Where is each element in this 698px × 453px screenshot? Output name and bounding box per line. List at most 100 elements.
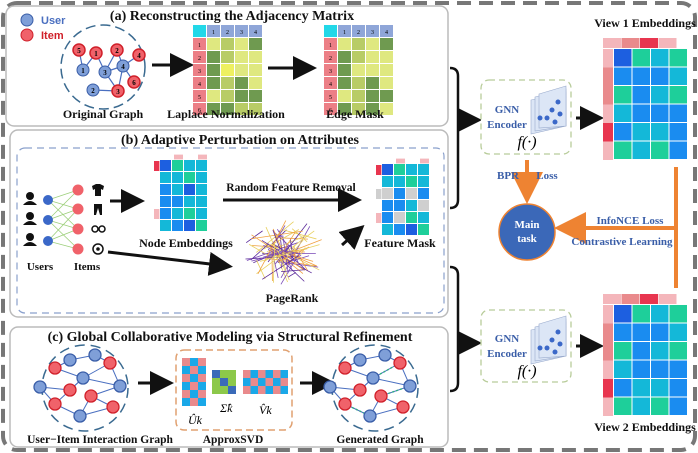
item-node-number: 3 bbox=[116, 88, 120, 96]
network-node-icon bbox=[557, 111, 563, 117]
node-embeddings-label: Node Embeddings bbox=[139, 236, 233, 250]
row-header-cell bbox=[193, 51, 206, 63]
header-cell bbox=[198, 154, 207, 160]
matrix-cell bbox=[184, 184, 195, 195]
user-icon bbox=[26, 192, 34, 200]
matrix-cell bbox=[184, 208, 195, 219]
panel-b bbox=[9, 129, 449, 318]
column-header-cell bbox=[207, 25, 220, 37]
pagerank-edge bbox=[282, 232, 296, 252]
row-header: 6 bbox=[329, 108, 332, 114]
original-graph: 1 2 3 4 1 2 3 4 5 6 bbox=[60, 24, 146, 110]
matrix-cell bbox=[366, 51, 379, 63]
column-header: 3 bbox=[371, 30, 374, 36]
user-node bbox=[43, 236, 53, 246]
pagerank-edge bbox=[290, 238, 293, 256]
matrix-cell bbox=[382, 224, 393, 235]
view-header-cell bbox=[621, 294, 640, 304]
matrix-cell bbox=[380, 77, 393, 89]
u-cell bbox=[190, 358, 198, 366]
matrix-cell bbox=[196, 160, 207, 171]
header-cell bbox=[174, 154, 183, 160]
column-header-cell bbox=[352, 25, 365, 37]
view-header-cell bbox=[640, 294, 658, 304]
matrix-cell bbox=[418, 176, 429, 187]
sigma-cell bbox=[220, 370, 228, 378]
matrix-cell bbox=[614, 379, 632, 397]
column-header: 4 bbox=[254, 30, 257, 36]
user-node bbox=[116, 59, 130, 73]
encoder-label: GNN bbox=[495, 104, 520, 116]
corner-cell bbox=[193, 25, 206, 37]
item-node bbox=[110, 43, 124, 57]
item-node bbox=[338, 361, 352, 375]
bpr-label: BPR bbox=[497, 170, 520, 182]
matrix-cell bbox=[196, 172, 207, 183]
matrix-cell bbox=[160, 196, 171, 207]
matrix-cell bbox=[651, 67, 669, 85]
user-icon bbox=[23, 201, 37, 205]
generated-graph bbox=[323, 344, 419, 432]
matrix-cell bbox=[394, 200, 405, 211]
matrix-cell bbox=[632, 141, 650, 159]
gnn-encoder-1: GNN Encoder f(·) bbox=[480, 79, 572, 155]
matrix-cell bbox=[352, 103, 365, 115]
feature-mask-label: Feature Mask bbox=[364, 236, 436, 250]
u-cell bbox=[190, 366, 198, 374]
matrix-cell bbox=[632, 86, 650, 104]
user-node bbox=[73, 409, 87, 423]
pagerank-edge bbox=[262, 255, 299, 280]
view-header-cell bbox=[658, 38, 677, 48]
u-cell bbox=[198, 366, 206, 374]
matrix-cell bbox=[207, 64, 220, 76]
matrix-cell bbox=[418, 200, 429, 211]
contrastive-label: Contrastive Learning bbox=[571, 236, 673, 248]
v-cell bbox=[243, 386, 251, 394]
edge-mask-matrix: 1 2 3 4 1 2 3 4 5 6 bbox=[324, 25, 393, 115]
matrix-cell bbox=[651, 123, 669, 141]
header-cell bbox=[396, 158, 405, 164]
item-node bbox=[72, 43, 86, 57]
matrix-cell bbox=[207, 90, 220, 102]
matrix-cell bbox=[160, 220, 171, 231]
view-side-cell bbox=[603, 342, 613, 361]
matrix-cell bbox=[382, 212, 393, 223]
interaction-edge bbox=[47, 219, 79, 250]
user-node-number: 1 bbox=[81, 67, 85, 75]
item-node bbox=[127, 75, 141, 89]
sigma-cell bbox=[228, 386, 236, 394]
matrix-cell bbox=[632, 360, 650, 378]
matrix-cell bbox=[651, 323, 669, 341]
user-node bbox=[76, 63, 90, 77]
user-icon bbox=[23, 221, 37, 225]
matrix-cell bbox=[669, 342, 687, 360]
matrix-cell bbox=[221, 103, 234, 115]
panel-a-title: (a) Reconstructing the Adjacency Matrix bbox=[110, 9, 354, 24]
matrix-cell bbox=[366, 90, 379, 102]
item-node bbox=[72, 243, 84, 255]
matrix-cell bbox=[184, 220, 195, 231]
matrix-cell bbox=[406, 188, 417, 199]
v-cell bbox=[273, 386, 281, 394]
matrix-cell bbox=[338, 38, 351, 50]
matrix-cell bbox=[221, 90, 234, 102]
pagerank-edge bbox=[248, 244, 271, 258]
generated-graph-label: Generated Graph bbox=[336, 434, 424, 446]
view-side-cell bbox=[603, 141, 613, 160]
view-header-cell bbox=[658, 294, 677, 304]
matrix-cell bbox=[352, 38, 365, 50]
network-node-icon bbox=[544, 115, 550, 121]
matrix-cell bbox=[221, 51, 234, 63]
main-task-label: Main bbox=[514, 219, 539, 231]
matrix-cell bbox=[614, 342, 632, 360]
node-embeddings-matrix bbox=[154, 154, 207, 231]
matrix-cell bbox=[366, 38, 379, 50]
user-node bbox=[88, 348, 102, 362]
matrix-cell bbox=[221, 38, 234, 50]
u-cell bbox=[182, 358, 190, 366]
svd-matrices bbox=[182, 358, 288, 406]
matrix-cell bbox=[614, 123, 632, 141]
matrix-cell bbox=[669, 305, 687, 323]
matrix-cell bbox=[160, 208, 171, 219]
matrix-cell bbox=[221, 77, 234, 89]
